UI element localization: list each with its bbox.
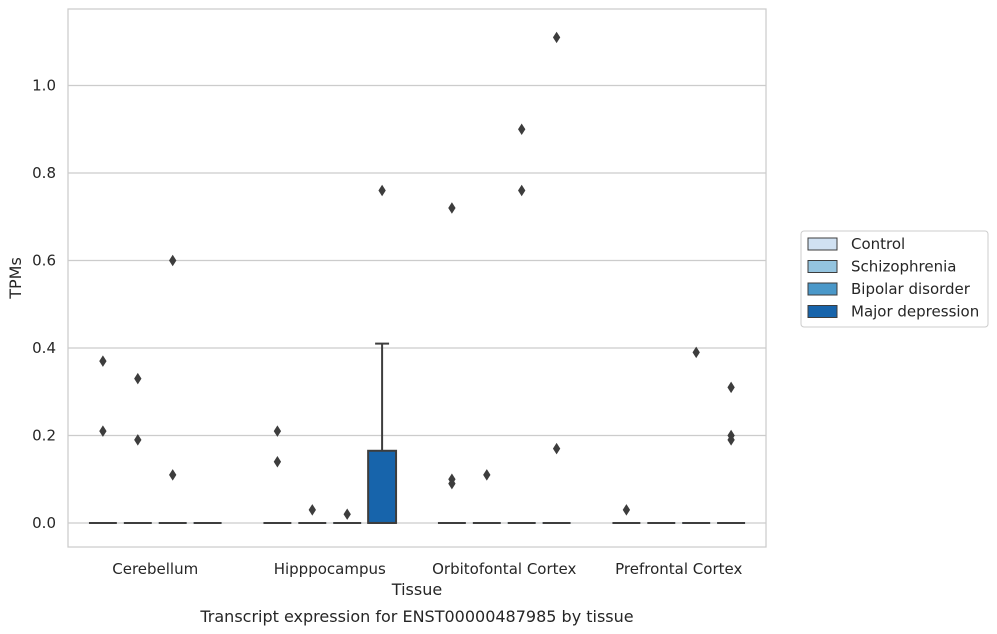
box-iqr <box>367 449 398 524</box>
outlier-point <box>134 434 142 446</box>
outlier-point <box>343 508 351 520</box>
y-axis-label: TPMs <box>6 257 25 300</box>
box-group <box>647 521 676 524</box>
outlier-point <box>169 254 177 267</box>
outlier-point <box>378 184 386 197</box>
x-axis-ticks: Cerebellum Hipppocampus Orbitofontal Corte… <box>112 560 742 578</box>
box-group <box>542 31 571 524</box>
box-group <box>158 254 187 524</box>
outlier-point <box>727 381 735 394</box>
plot-frame <box>67 8 767 548</box>
series-major-depression <box>193 31 746 524</box>
legend-label: Control <box>851 235 905 253</box>
box-group <box>298 504 327 524</box>
series-bipolar-disorder <box>158 123 711 524</box>
outlier-point <box>134 372 142 385</box>
outlier-point <box>169 469 177 481</box>
box-group <box>437 202 466 524</box>
legend-swatch <box>807 237 838 251</box>
box-groups <box>88 31 746 524</box>
outlier-point <box>99 355 107 367</box>
outlier-point <box>518 123 526 136</box>
chart-caption: Transcript expression for ENST0000048798… <box>199 607 633 626</box>
box-group <box>367 184 398 524</box>
box-group <box>682 346 711 524</box>
y-tick-label: 0.8 <box>32 164 56 182</box>
outlier-point <box>518 184 526 197</box>
x-tick-label: Orbitofontal Cortex <box>432 560 576 578</box>
box-group <box>123 372 152 524</box>
x-tick-label: Prefrontal Cortex <box>615 560 742 578</box>
x-axis-label: Tissue <box>391 580 442 599</box>
outlier-point <box>483 469 491 481</box>
legend-swatch <box>807 260 838 273</box>
outlier-point <box>552 31 561 44</box>
legend: Control Schizophrenia Bipolar disorder Majo… <box>800 230 989 328</box>
x-tick-label: Cerebellum <box>112 560 198 578</box>
y-tick-label: 0.2 <box>32 426 56 444</box>
outlier-point <box>692 346 700 359</box>
legend-frame <box>800 230 989 328</box>
y-axis-ticks: 0.0 0.2 0.4 0.6 0.8 1.0 <box>32 77 56 532</box>
y-tick-label: 0.0 <box>32 514 56 532</box>
box-group <box>333 508 362 524</box>
legend-label: Bipolar disorder <box>851 280 971 298</box>
outlier-point <box>99 425 107 437</box>
y-tick-label: 1.0 <box>32 77 56 95</box>
series-control <box>88 202 641 524</box>
outlier-point <box>622 504 631 516</box>
outlier-point <box>448 477 456 490</box>
legend-swatch <box>807 282 838 296</box>
y-tick-label: 0.6 <box>32 252 56 270</box>
box-group <box>612 504 641 524</box>
x-tick-label: Hipppocampus <box>274 560 386 578</box>
y-tick-label: 0.4 <box>32 339 56 357</box>
outlier-point <box>308 504 316 516</box>
series-schizophrenia <box>123 372 676 524</box>
box-group <box>472 469 501 524</box>
outlier-point <box>552 442 561 455</box>
box-group <box>507 123 536 524</box>
legend-label: Schizophrenia <box>851 258 956 276</box>
box-group <box>193 521 222 524</box>
outlier-point <box>727 434 735 446</box>
box-group <box>263 425 292 524</box>
outlier-point <box>273 425 282 437</box>
box-group <box>88 355 117 524</box>
box-group <box>717 381 746 524</box>
outlier-point <box>448 202 456 214</box>
legend-swatch <box>807 305 838 318</box>
outlier-point <box>273 455 282 468</box>
legend-label: Major depression <box>851 303 979 321</box>
